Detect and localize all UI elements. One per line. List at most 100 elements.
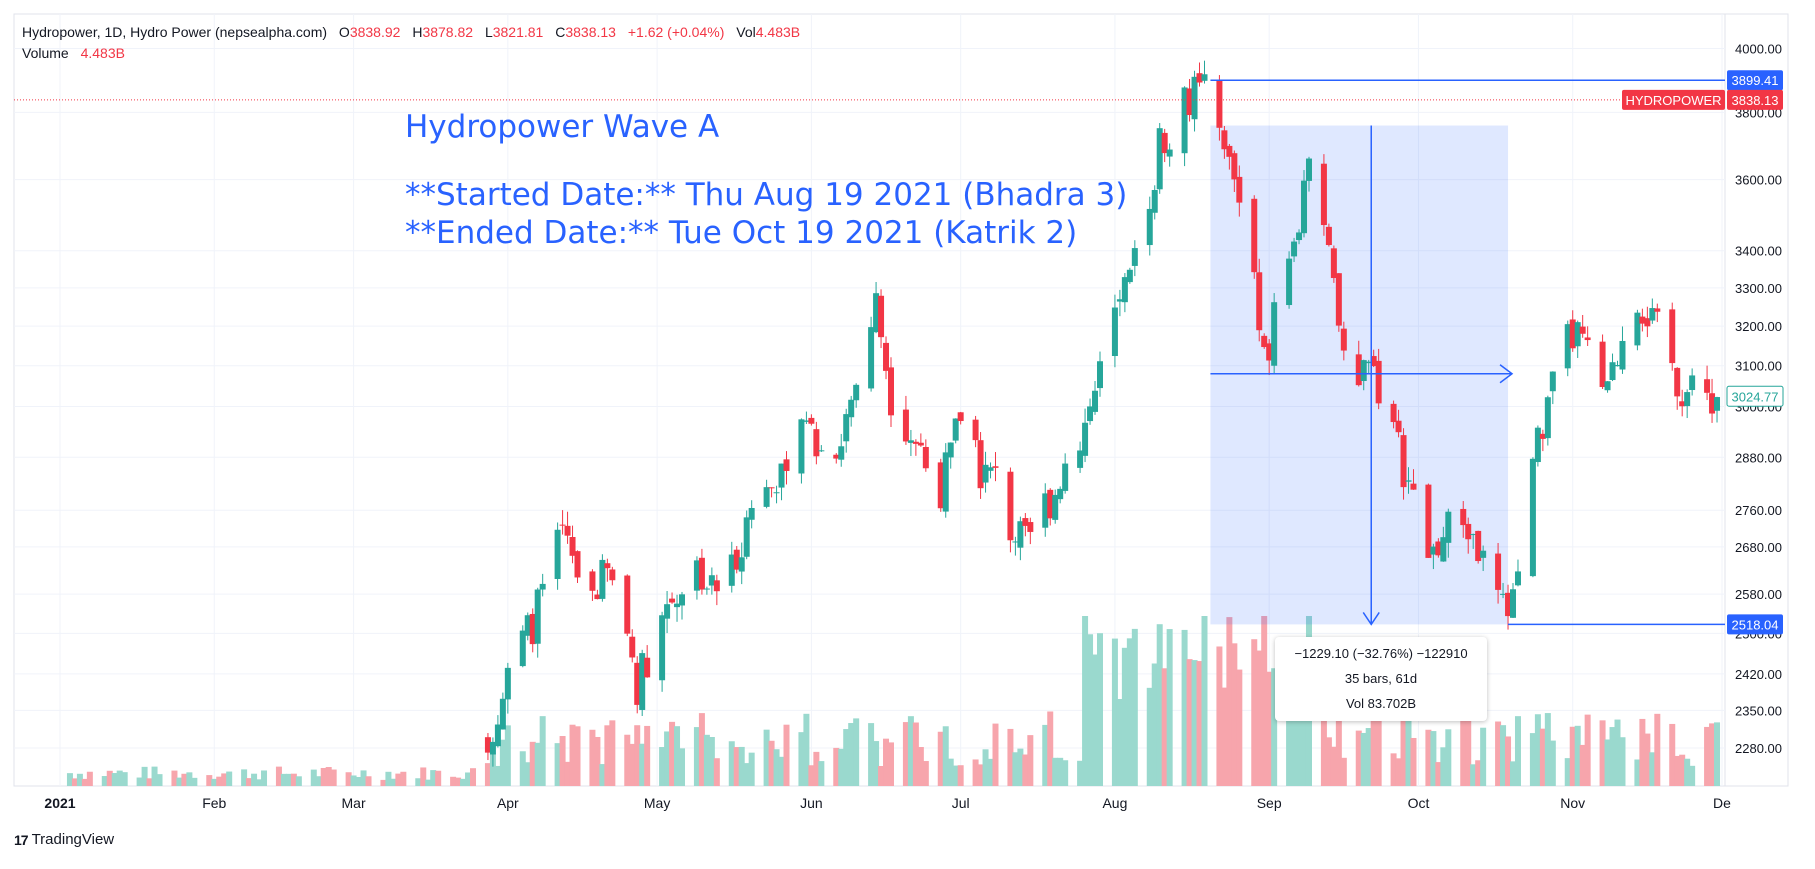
candle-body (1410, 483, 1417, 490)
volume-bar (888, 742, 894, 786)
volume-bar (101, 776, 108, 786)
tradingview-brand[interactable]: 17 TradingView (14, 831, 114, 848)
candle-body (1261, 335, 1268, 348)
candle-body (1370, 356, 1377, 367)
volume-bar (1430, 731, 1437, 786)
volume-bar (703, 734, 710, 786)
candle-body (853, 384, 860, 401)
candle-body (1047, 489, 1054, 519)
volume-bar (1077, 760, 1084, 786)
high-level-tag: 3899.41 (1732, 73, 1779, 88)
volume-bar (1604, 739, 1611, 786)
volume-bar (1390, 753, 1397, 786)
volume-bar (917, 747, 924, 786)
candle-body (902, 409, 909, 442)
candle-body (1495, 553, 1502, 590)
x-tick-label: Aug (1102, 795, 1127, 811)
wave-annotation[interactable]: Hydropower Wave A **Started Date:** Thu … (405, 108, 1127, 252)
candle-body (519, 630, 526, 667)
candle-body (1549, 371, 1556, 392)
candle-body (693, 560, 700, 591)
open-key: O (338, 24, 350, 40)
volume-bar (1191, 660, 1198, 786)
candle-body (1305, 158, 1312, 181)
candle-body (1226, 145, 1233, 157)
volume-bar (1539, 728, 1546, 786)
open-value: 3838.92 (349, 24, 401, 40)
candle-body (624, 575, 631, 634)
volume-bar (1146, 687, 1153, 786)
volume-bar (902, 722, 909, 786)
candle-body (942, 452, 949, 512)
volume-bar (1057, 757, 1064, 786)
change-value: +1.62 (+0.04%) (627, 24, 725, 40)
candle-body (803, 420, 810, 422)
candle-body (1286, 258, 1293, 306)
candle-body (1131, 248, 1138, 266)
candle-body (1689, 375, 1696, 391)
y-tick-label: 2880.00 (1735, 450, 1782, 465)
volume-bar (569, 724, 576, 786)
volume-bar (708, 736, 715, 786)
volume-bar (1544, 713, 1551, 786)
candle-body (1684, 392, 1691, 407)
candle-body (1266, 343, 1273, 361)
volume-bar (1529, 733, 1536, 786)
close-value: 3838.13 (565, 24, 616, 40)
volume-bar (1365, 728, 1372, 786)
volume-bar (1226, 617, 1233, 786)
candle-body (1121, 277, 1128, 303)
candle-body (1475, 530, 1482, 562)
candle-body (1320, 163, 1327, 226)
y-tick-label: 3600.00 (1735, 173, 1782, 188)
volume-bar (992, 723, 999, 786)
candle-body (838, 446, 845, 460)
ohlc-legend-row: Hydropower, 1D, Hydro Power (nepsealpha.… (22, 22, 800, 43)
candle-body (972, 419, 979, 441)
volume-bar (574, 726, 581, 786)
candle-body (883, 342, 890, 371)
volume-bar (499, 739, 506, 786)
volume-bar (1161, 668, 1168, 786)
volume-bar (1082, 616, 1089, 786)
candle-body (1375, 360, 1382, 404)
volume-bar (1549, 740, 1556, 786)
candle-body (1510, 589, 1517, 618)
candle-body (1714, 397, 1721, 411)
volume-bar (1261, 616, 1268, 786)
volume-bar (1325, 737, 1332, 786)
candle-body (698, 557, 705, 590)
candle-body (1639, 316, 1646, 324)
volume-bar (1564, 758, 1571, 786)
x-tick-label: 2021 (44, 795, 75, 811)
candle-body (868, 327, 875, 389)
measure-tooltip: −1229.10 (−32.76%) −122910 35 bars, 61d … (1275, 637, 1487, 721)
x-tick-label: Mar (342, 795, 366, 811)
volume-bar (818, 761, 825, 786)
volume-bar (360, 770, 367, 786)
volume-bar (798, 732, 805, 786)
volume-bar (1435, 762, 1442, 786)
high-key: H (412, 24, 423, 40)
volume-bar (1335, 712, 1342, 786)
volume-bar (221, 773, 228, 786)
volume-bar (539, 716, 546, 786)
volume-bar (1445, 729, 1452, 786)
volume-bar (1574, 725, 1581, 786)
volume-bar (1052, 757, 1059, 786)
volume-bar (972, 759, 979, 786)
volume-bar (853, 718, 860, 786)
volume-bar (470, 768, 477, 786)
candle-body (659, 615, 666, 681)
volume-bar (1355, 730, 1362, 786)
y-tick-label: 4000.00 (1735, 42, 1782, 57)
candle-body (499, 698, 506, 730)
volume-bar (1495, 721, 1502, 786)
candle-body (1216, 79, 1223, 128)
chart-legend: Hydropower, 1D, Hydro Power (nepsealpha.… (22, 22, 800, 64)
measure-volume: Vol 83.702B (1345, 696, 1417, 711)
candle-body (569, 536, 576, 556)
candle-body (1619, 340, 1626, 370)
